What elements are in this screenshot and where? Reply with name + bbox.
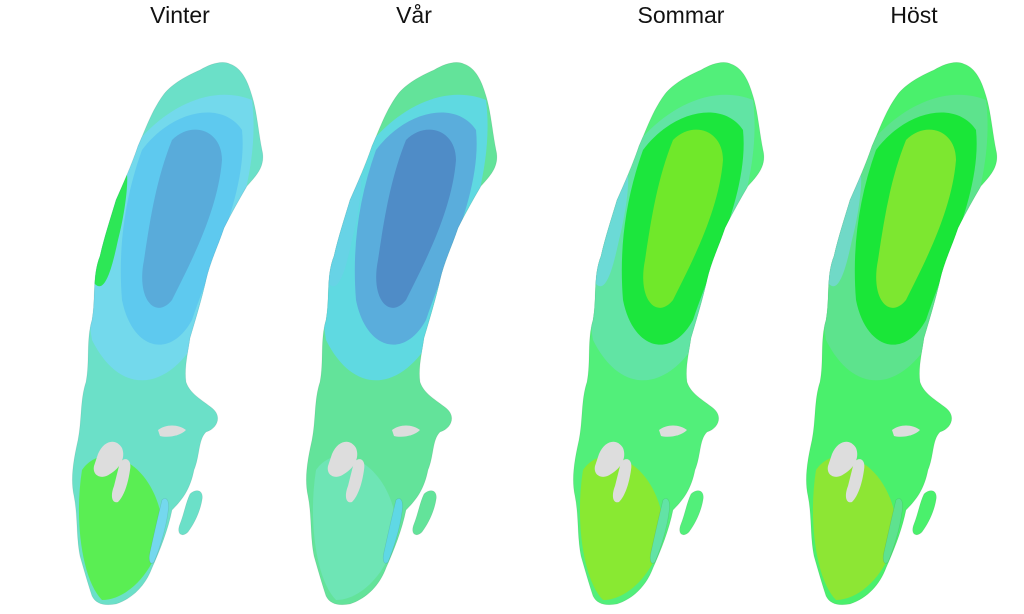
outline-stroke	[305, 62, 498, 606]
gotland-island	[412, 490, 437, 536]
lake-vattern	[845, 459, 865, 503]
lake-vanern	[327, 441, 358, 477]
panel-sommar: Sommar	[553, 0, 809, 614]
lake-vattern	[345, 459, 365, 503]
gotland-island	[679, 490, 704, 536]
lake-vanern	[827, 441, 858, 477]
panel-title: Höst	[890, 2, 938, 28]
sweden-map	[71, 62, 264, 606]
gotland-island	[912, 490, 937, 536]
zone-south	[812, 456, 897, 600]
panel-title: Vinter	[150, 2, 210, 28]
sweden-map	[305, 62, 498, 606]
zone-deep	[376, 129, 456, 308]
panel-host: Höst	[786, 0, 1024, 614]
lake-malaren	[392, 425, 420, 437]
sweden-map	[805, 62, 998, 606]
gotland-island	[178, 490, 203, 536]
climate-zones	[812, 94, 988, 600]
outline-stroke	[572, 62, 765, 606]
zone-south	[312, 456, 397, 600]
lake-malaren	[892, 425, 920, 437]
oland-island	[882, 498, 903, 564]
lake-vanern	[594, 441, 625, 477]
zone-deep	[643, 129, 723, 308]
panel-vinter: Vinter	[52, 0, 308, 614]
zone-deep	[876, 129, 956, 308]
lake-vattern	[612, 459, 632, 503]
lake-malaren	[659, 425, 687, 437]
outline-stroke	[71, 62, 264, 606]
oland-island	[148, 498, 169, 564]
oland-island	[382, 498, 403, 564]
lake-vanern	[93, 441, 124, 477]
panel-title: Sommar	[637, 2, 725, 28]
zone-deep	[142, 129, 222, 308]
panel-var: Vår	[286, 0, 542, 614]
lake-malaren	[158, 425, 186, 437]
outline-stroke	[805, 62, 998, 606]
oland-island	[649, 498, 670, 564]
zone-south	[78, 456, 163, 600]
panel-title: Vår	[396, 2, 432, 28]
sweden-map	[572, 62, 765, 606]
lake-vattern	[111, 459, 131, 503]
zone-south	[579, 456, 664, 600]
